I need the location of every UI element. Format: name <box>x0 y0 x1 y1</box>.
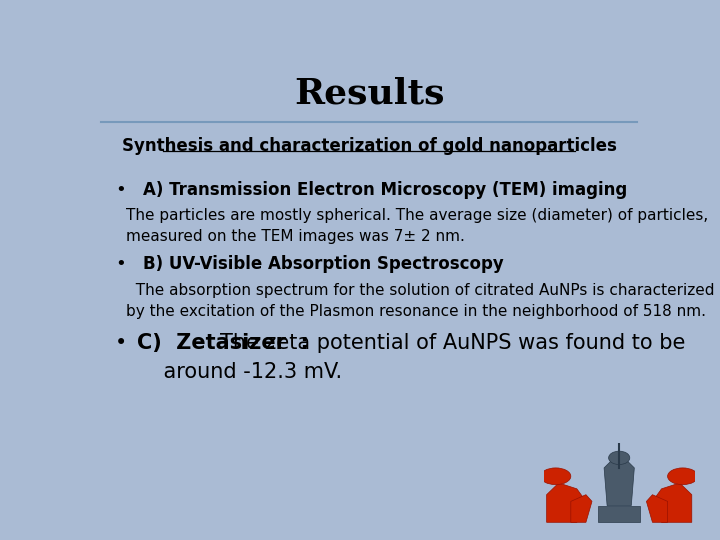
Text: C)  Zetasizer  :: C) Zetasizer : <box>138 333 310 353</box>
Circle shape <box>541 468 571 485</box>
Polygon shape <box>598 505 640 522</box>
Text: The absorption spectrum for the solution of citrated AuNPs is characterized
by t: The absorption spectrum for the solution… <box>126 283 715 319</box>
Text: Synthesis and characterization of gold nanoparticles: Synthesis and characterization of gold n… <box>122 137 616 155</box>
Text: B) UV-Visible Absorption Spectroscopy: B) UV-Visible Absorption Spectroscopy <box>143 255 504 273</box>
Text: The zeta potential of AuNPS was found to be: The zeta potential of AuNPS was found to… <box>220 333 685 353</box>
Polygon shape <box>652 483 692 522</box>
Text: A) Transmission Electron Microscopy (TEM) imaging: A) Transmission Electron Microscopy (TEM… <box>143 180 627 199</box>
Polygon shape <box>571 495 592 522</box>
Polygon shape <box>546 483 586 522</box>
Polygon shape <box>604 453 634 505</box>
Text: •: • <box>115 180 126 199</box>
Ellipse shape <box>608 451 630 464</box>
Text: Results: Results <box>294 77 444 111</box>
Text: •: • <box>115 333 127 353</box>
Text: around -12.3 mV.: around -12.3 mV. <box>138 362 343 382</box>
Text: •: • <box>115 255 126 273</box>
Text: The particles are mostly spherical. The average size (diameter) of particles,
me: The particles are mostly spherical. The … <box>126 208 708 244</box>
Circle shape <box>667 468 698 485</box>
Polygon shape <box>647 495 667 522</box>
